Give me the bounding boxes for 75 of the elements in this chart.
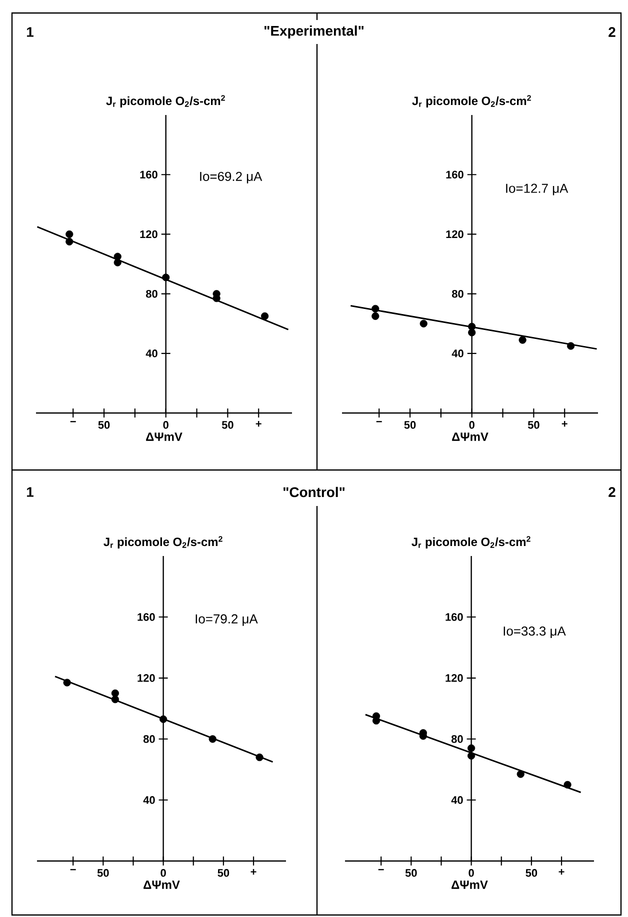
point — [564, 780, 572, 789]
point — [114, 252, 122, 260]
annotation: Io=79.2 μA — [196, 614, 258, 626]
point — [372, 312, 380, 320]
x-tick-label: + — [558, 869, 564, 875]
x-tick-label: 50 — [526, 869, 538, 877]
point — [420, 320, 428, 328]
y-tick-label: 40 — [452, 350, 464, 358]
y-axis-title: J$_{r}$ picomole O$_{2}$/s-cm$^{2}$ — [104, 536, 222, 549]
y-tick-label: 80 — [452, 290, 464, 298]
x-axis-title: ΔΨmV — [144, 880, 180, 889]
x-tick-label: 50 — [528, 421, 540, 429]
x-axis-title: ΔΨmV — [146, 432, 182, 441]
point — [111, 696, 119, 704]
point — [468, 752, 476, 760]
point — [566, 342, 575, 350]
y-tick-label: 40 — [451, 796, 463, 804]
y-axis-title: J$_{r}$ picomole O$_{2}$/s-cm$^{2}$ — [106, 95, 225, 108]
y-tick-label: 160 — [140, 170, 158, 178]
point — [516, 770, 524, 778]
point — [256, 754, 264, 762]
y-tick-label: 160 — [138, 613, 155, 621]
x-axis-title: ΔΨmV — [452, 880, 488, 889]
point — [372, 304, 380, 313]
point — [162, 274, 170, 282]
y-tick-label: 80 — [451, 735, 463, 743]
x-tick-label: 50 — [98, 421, 110, 429]
x-tick-label: − — [70, 869, 76, 870]
x-tick-label: 50 — [404, 421, 416, 429]
x-tick-label: 0 — [160, 869, 166, 877]
x-tick-label: − — [376, 421, 382, 422]
point — [518, 336, 526, 344]
annotation: Io=69.2 μA — [200, 172, 262, 184]
point — [208, 735, 216, 743]
point — [66, 238, 74, 246]
point — [468, 744, 476, 752]
x-tick-label: − — [70, 421, 76, 422]
x-tick-label: 0 — [163, 421, 168, 429]
text: 2 — [608, 27, 616, 37]
x-tick-label: 50 — [405, 869, 417, 877]
point — [160, 715, 168, 723]
x-tick-label: + — [250, 869, 256, 875]
point — [260, 312, 269, 320]
point — [63, 678, 71, 686]
y-axis-title: J$_{r}$ picomole O$_{2}$/s-cm$^{2}$ — [412, 95, 531, 108]
annotation: Io=12.7 μA — [506, 184, 568, 196]
x-tick-label: 0 — [468, 869, 474, 877]
y-tick-label: 160 — [446, 613, 463, 621]
x-tick-label: + — [256, 421, 262, 427]
text: 1 — [26, 487, 34, 497]
x-tick-label: 0 — [469, 421, 474, 429]
y-tick-label: 120 — [138, 674, 155, 682]
x-tick-label: 50 — [222, 421, 234, 429]
y-tick-label: 120 — [446, 230, 464, 238]
x-axis-title: ΔΨmV — [452, 432, 488, 441]
y-tick-label: 120 — [140, 230, 158, 238]
chart-title: "Experimental" — [264, 26, 364, 39]
text: 2 — [608, 487, 616, 497]
point — [114, 258, 122, 266]
point — [66, 230, 74, 238]
x-tick-label: − — [378, 869, 384, 870]
y-tick-label: 40 — [146, 350, 158, 358]
y-tick-label: 120 — [446, 674, 463, 682]
y-tick-label: 40 — [143, 796, 155, 804]
text: 1 — [26, 27, 34, 37]
y-tick-label: 80 — [143, 735, 155, 743]
y-tick-label: 160 — [446, 170, 464, 178]
x-tick-label: + — [562, 421, 568, 427]
point — [468, 328, 476, 336]
annotation: Io=33.3 μA — [504, 626, 566, 638]
x-tick-label: 50 — [218, 869, 230, 877]
text: "Control" — [284, 486, 344, 498]
y-axis-title: J$_{r}$ picomole O$_{2}$/s-cm$^{2}$ — [412, 536, 530, 549]
x-tick-label: 50 — [97, 869, 109, 877]
y-tick-label: 80 — [146, 290, 158, 298]
